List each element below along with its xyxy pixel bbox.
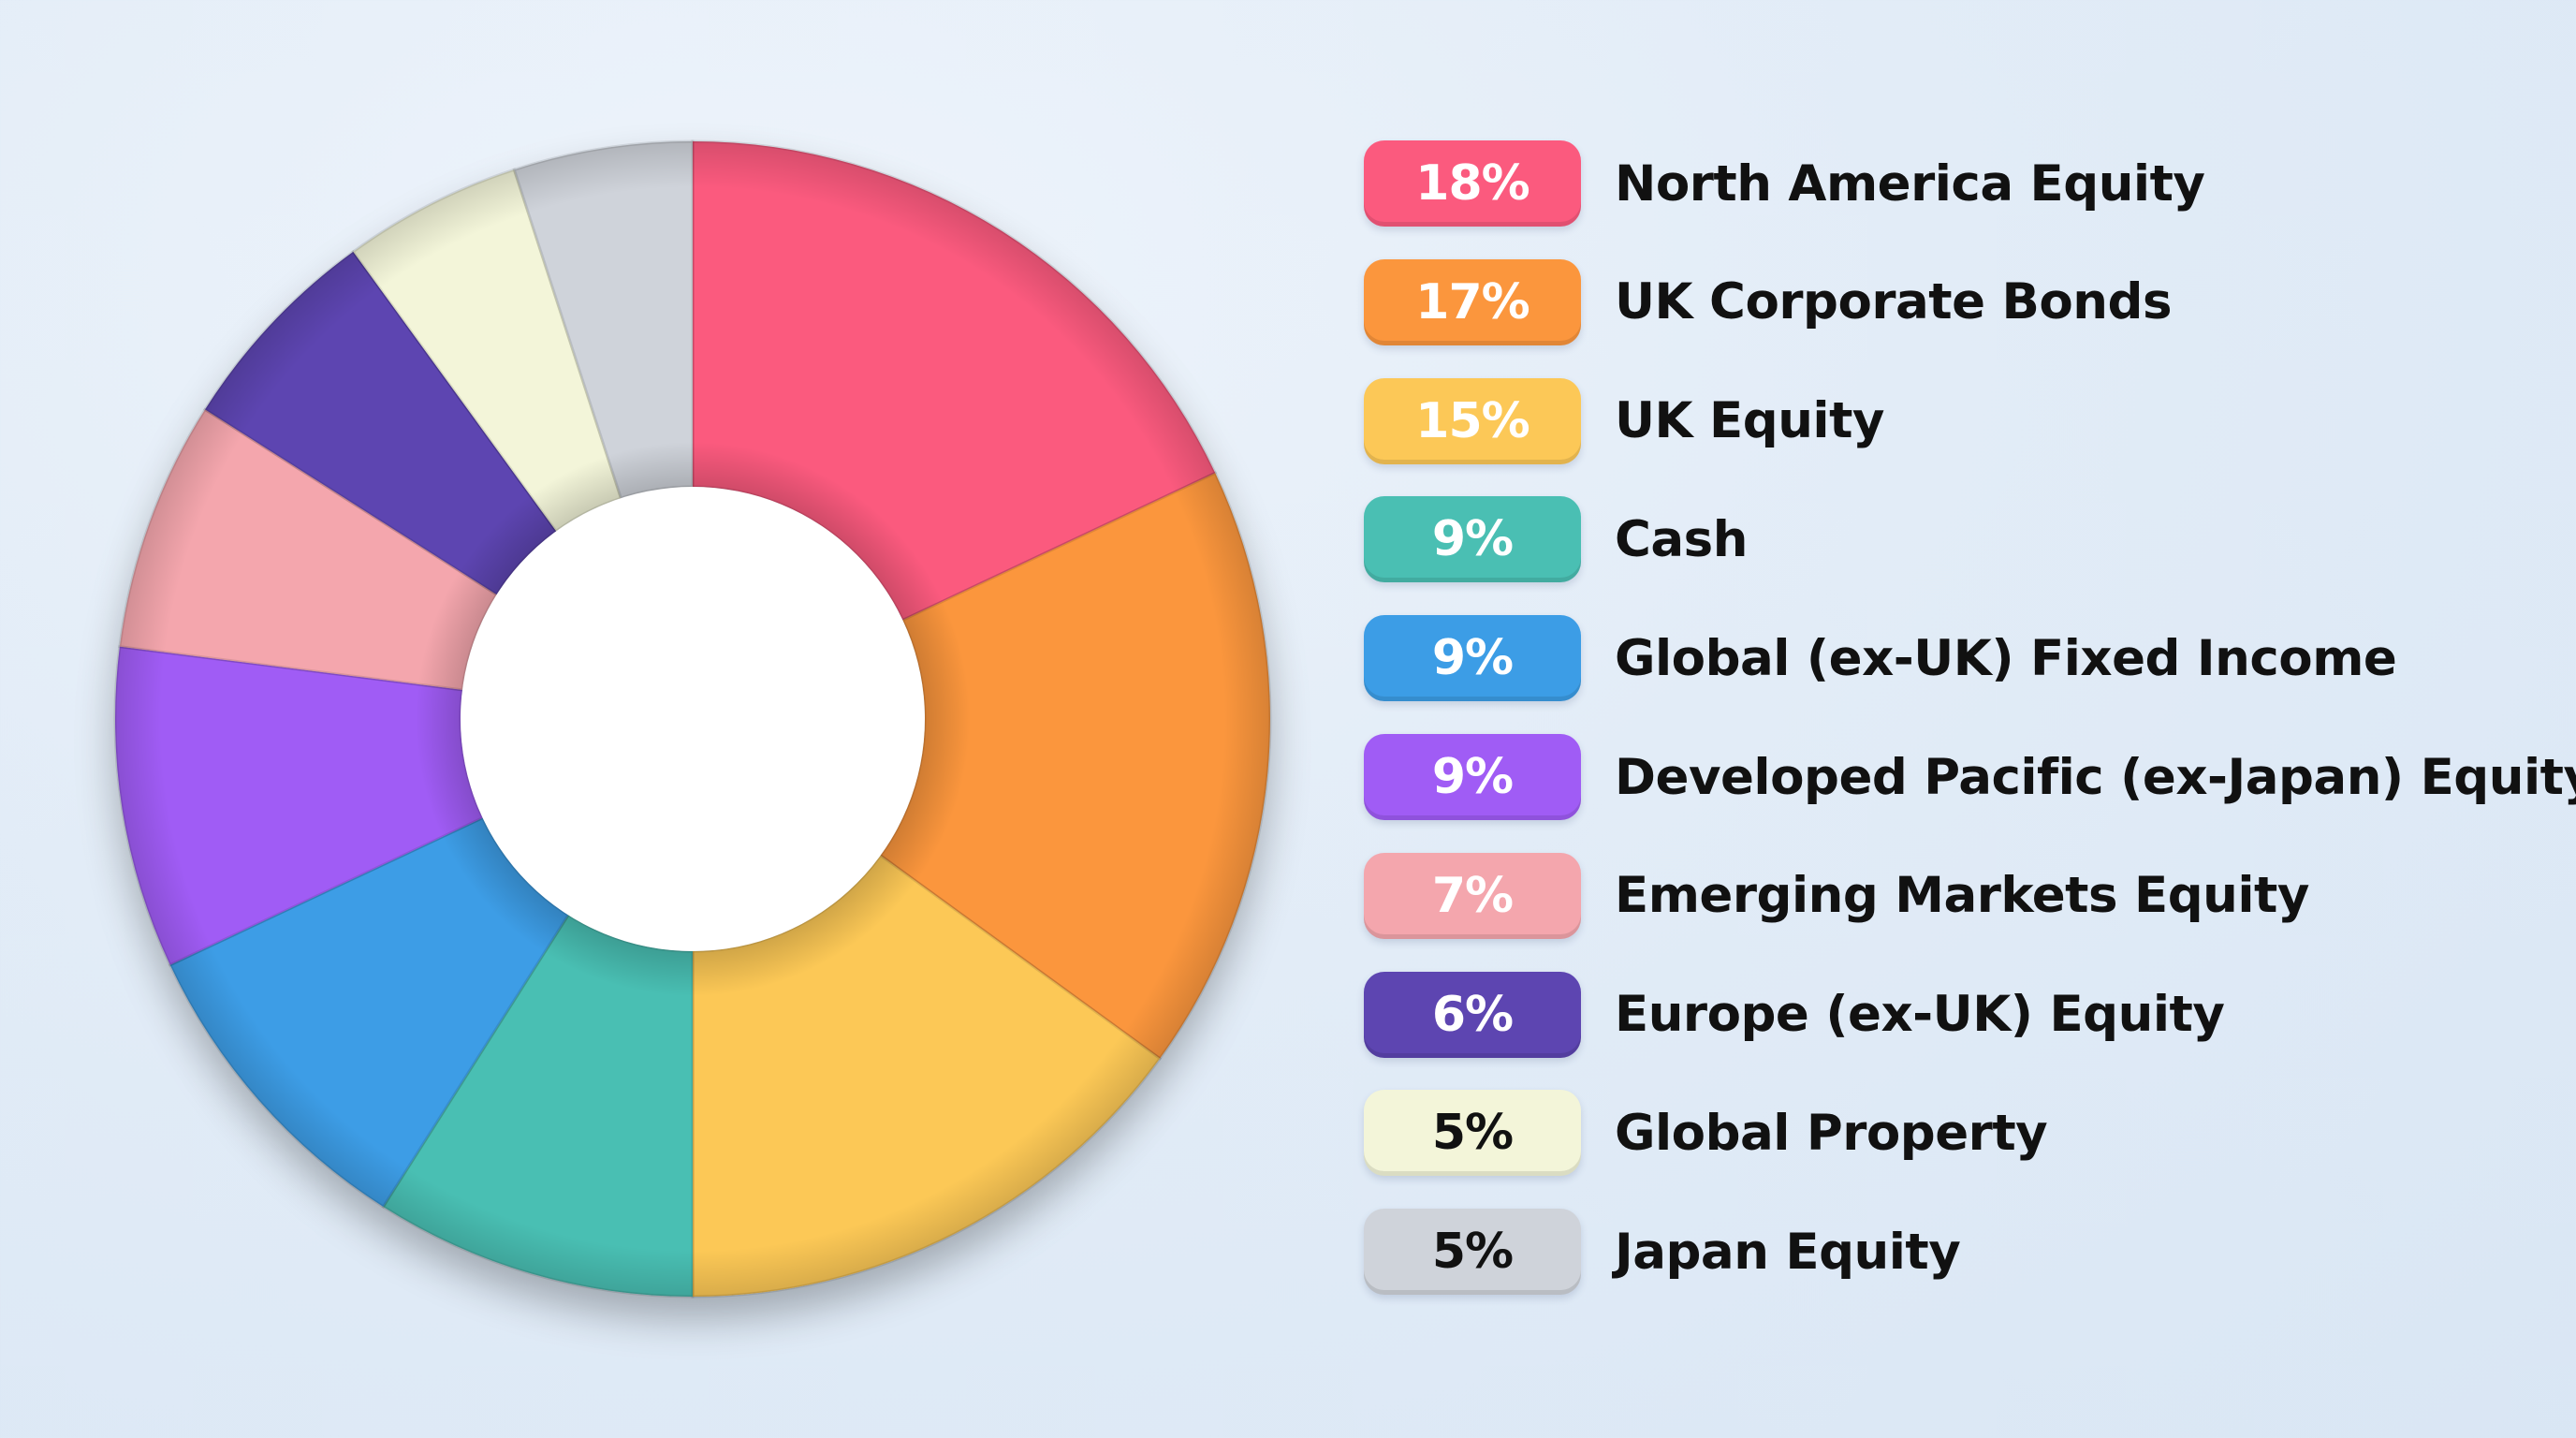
legend-percent-badge: 9% — [1364, 734, 1581, 820]
legend-percent-badge: 5% — [1364, 1090, 1581, 1177]
legend-percent-badge: 5% — [1364, 1209, 1581, 1296]
legend-item: 5% Global Property — [1364, 1090, 2048, 1177]
legend-label: Global Property — [1615, 1104, 2048, 1162]
legend-item: 7% Emerging Markets Equity — [1364, 852, 2309, 939]
legend-item: 6% Europe (ex-UK) Equity — [1364, 971, 2225, 1058]
legend-percent-badge: 9% — [1364, 615, 1581, 702]
legend-label: Cash — [1615, 510, 1748, 568]
legend-item: 9% Cash — [1364, 496, 1748, 583]
legend-label: North America Equity — [1615, 154, 2205, 213]
donut-chart-svg — [113, 139, 1272, 1299]
legend-label: Global (ex-UK) Fixed Income — [1615, 629, 2397, 687]
legend-item: 9% Developed Pacific (ex-Japan) Equity — [1364, 734, 2576, 820]
legend-label: UK Corporate Bonds — [1615, 273, 2173, 331]
legend-label: Developed Pacific (ex-Japan) Equity — [1615, 748, 2576, 806]
legend-percent-badge: 9% — [1364, 496, 1581, 583]
legend-item: 9% Global (ex-UK) Fixed Income — [1364, 615, 2397, 702]
legend-item: 17% UK Corporate Bonds — [1364, 258, 2173, 345]
legend-percent-badge: 6% — [1364, 971, 1581, 1058]
legend-item: 15% UK Equity — [1364, 377, 1884, 464]
legend-label: Europe (ex-UK) Equity — [1615, 986, 2225, 1044]
legend-percent-badge: 17% — [1364, 258, 1581, 345]
legend-label: Emerging Markets Equity — [1615, 867, 2309, 925]
legend-label: UK Equity — [1615, 392, 1884, 450]
legend-percent-badge: 15% — [1364, 377, 1581, 464]
legend-item: 18% North America Equity — [1364, 140, 2205, 227]
donut-chart — [113, 139, 1272, 1299]
legend-label: Japan Equity — [1615, 1223, 1961, 1281]
legend-item: 5% Japan Equity — [1364, 1209, 1961, 1296]
legend-percent-badge: 7% — [1364, 852, 1581, 939]
legend-percent-badge: 18% — [1364, 140, 1581, 227]
donut-hole — [461, 487, 925, 951]
